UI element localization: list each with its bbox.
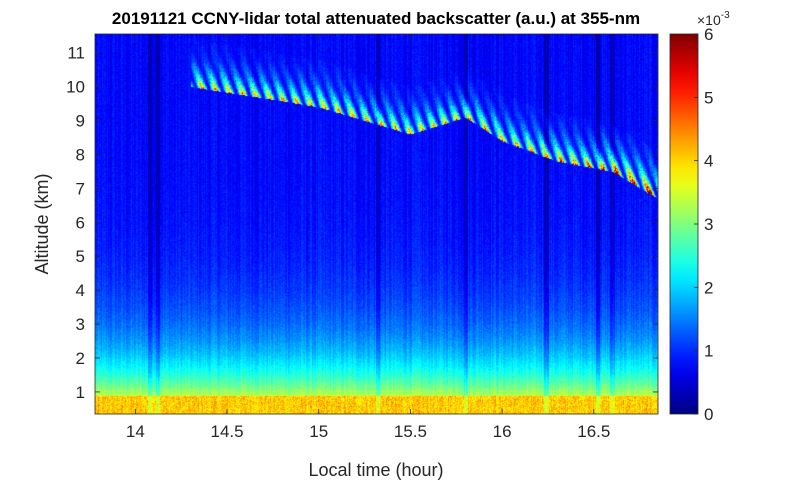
colorbar-tick-label: 4 [704,152,713,171]
x-tick-label: 16 [493,422,512,441]
y-tick-label: 2 [76,349,85,368]
x-tick-label: 14.5 [210,422,243,441]
chart-title: 20191121 CCNY-lidar total attenuated bac… [112,9,640,28]
colorbar [669,33,699,415]
plot-frame [94,33,659,415]
y-tick-label: 7 [76,179,85,198]
colorbar-tick-label: 1 [704,342,713,361]
colorbar-tick-label: 2 [704,278,713,297]
x-tick-label: 15 [309,422,328,441]
colorbar-tick-label: 0 [704,405,713,424]
x-axis-ticks: 14 14.5 15 15.5 16 16.5 [126,34,610,441]
x-tick-label: 15.5 [394,422,427,441]
y-tick-label: 11 [67,44,85,63]
colorbar-tick-label: 5 [704,88,713,107]
colorbar-multiplier-exponent: -3 [721,10,730,21]
y-tick-label: 10 [66,78,85,97]
x-tick-label: 16.5 [577,422,610,441]
x-axis-label: Local time (hour) [308,460,443,480]
colorbar-ticks: 0 1 2 3 4 5 6 [694,25,713,424]
x-tick-label: 14 [126,422,145,441]
y-tick-label: 4 [76,281,85,300]
y-tick-label: 9 [76,112,85,131]
colorbar-multiplier: ×10-3 [697,10,730,28]
colorbar-tick-label: 3 [704,215,713,234]
y-axis-label: Altitude (km) [32,173,52,274]
y-tick-label: 8 [76,145,85,164]
y-axis-ticks: 1 2 3 4 5 6 7 8 9 10 11 [66,44,658,402]
y-tick-label: 5 [76,247,85,266]
colorbar-tick-label: 6 [704,25,713,44]
backscatter-heatmap [95,34,658,414]
y-tick-label: 6 [76,213,85,232]
colorbar-multiplier-base: ×10 [697,12,721,28]
y-tick-label: 3 [76,315,85,334]
y-tick-label: 1 [76,383,85,402]
